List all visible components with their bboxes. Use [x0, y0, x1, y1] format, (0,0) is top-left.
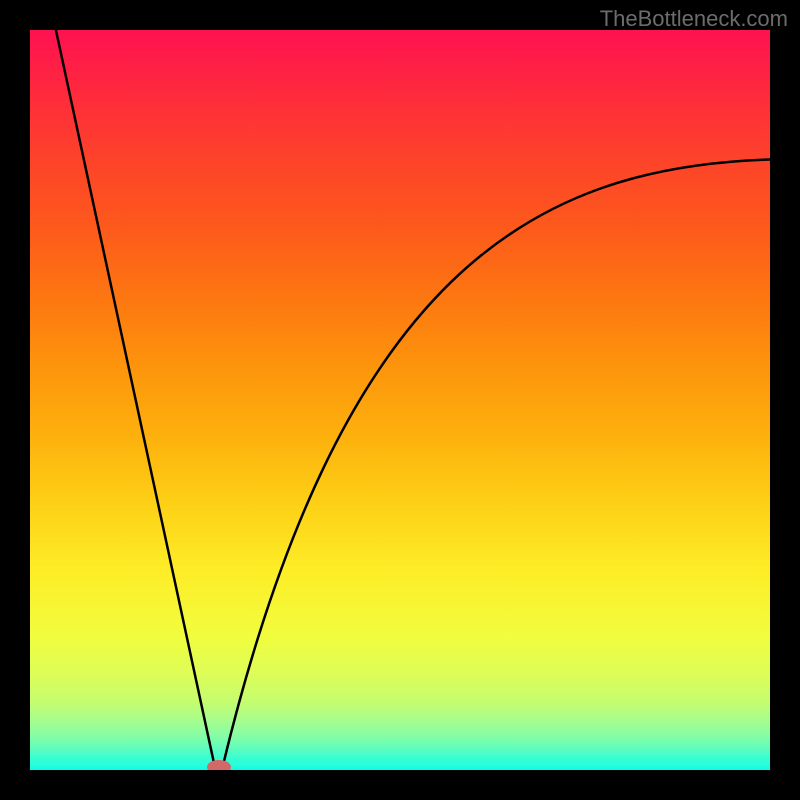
canvas: TheBottleneck.com: [0, 0, 800, 800]
frame-bottom: [0, 770, 800, 800]
frame-right: [770, 0, 800, 800]
watermark-text: TheBottleneck.com: [600, 6, 788, 32]
frame-left: [0, 0, 30, 800]
frame-border: [0, 0, 800, 800]
